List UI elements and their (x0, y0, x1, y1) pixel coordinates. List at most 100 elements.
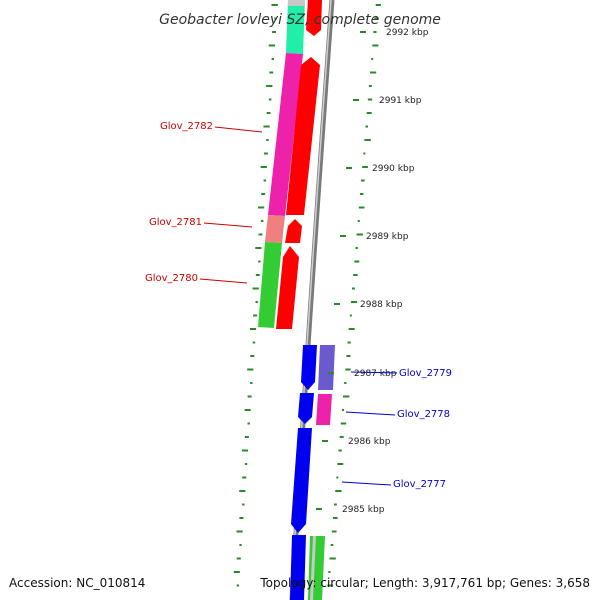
gene-leader-line-glov-2777 (341, 481, 392, 486)
gene-leader-line-glov-2782 (214, 126, 263, 133)
ruler: 2992 kbp 2991 kbp 2990 kbp 2989 kbp 2988 kbp… (316, 28, 429, 515)
gc-skew-dot (359, 193, 364, 195)
gene-arrow-glov-2779 (301, 345, 317, 390)
gc-skew-dot (247, 422, 250, 425)
cog-track-reverse (258, 0, 305, 328)
gc-skew-dot (335, 490, 342, 492)
gc-skew-dot (345, 368, 351, 371)
ruler-tick-label: 2986 kbp (348, 437, 391, 447)
gc-skew-dot (372, 44, 379, 47)
gene-label-glov-2780: Glov_2780 (145, 273, 198, 284)
gc-skew-dot (239, 490, 246, 492)
gc-skew-dot (260, 166, 267, 168)
cog-block-grey-forward (310, 536, 316, 600)
gc-skew-dot (266, 139, 269, 141)
gene-labels: Glov_2782 Glov_2781 Glov_2780 Glov_2779 Glov… (145, 121, 452, 490)
gc-skew-dot (346, 355, 351, 357)
cog-track-forward (308, 345, 335, 600)
gc-skew-dot (363, 152, 366, 155)
gc-skew-dot (272, 31, 276, 33)
gc-skew-dot (327, 584, 334, 587)
gc-skew-dot (355, 247, 358, 249)
ruler-tick-label: 2992 kbp (386, 28, 429, 38)
gc-skew-dot (332, 517, 338, 519)
gene-label-glov-2779: Glov_2779 (399, 368, 452, 379)
gc-skew-dot (236, 530, 243, 533)
gc-skew-dot (352, 287, 355, 290)
gc-skew-dot (362, 166, 368, 168)
ruler-tick (353, 99, 359, 101)
gc-skew-dot (349, 314, 352, 317)
gc-skew-dot (329, 557, 336, 560)
gc-skew-dot (330, 544, 334, 546)
gc-skew-dot (357, 220, 360, 222)
ruler-tick (360, 31, 366, 33)
gc-skew-dot (261, 193, 266, 195)
gc-skew-dot (241, 449, 249, 452)
gc-skew-dot (266, 85, 273, 87)
gene-arrow-upstream (306, 0, 322, 36)
gc-skew-dot (337, 463, 344, 465)
gc-skew-dot (354, 260, 360, 263)
gc-skew-dot (252, 287, 259, 290)
ruler-tick-label: 2987 kbp (354, 369, 397, 379)
gene-arrow-glov-2781 (285, 219, 302, 243)
gc-skew-dot (341, 409, 345, 411)
gc-skew-dot (348, 328, 355, 330)
cog-block-green (258, 242, 282, 328)
ruler-tick (340, 235, 346, 237)
gene-label-glov-2777: Glov_2777 (393, 479, 446, 490)
gene-leader-line-glov-2779 (350, 371, 398, 374)
gc-skew-dot (374, 17, 379, 20)
gc-skew-dot (344, 382, 347, 384)
cog-block-magenta-forward (316, 394, 332, 425)
gc-skew-dot (242, 476, 247, 479)
gc-skew-dot (239, 544, 242, 546)
gc-skew-dot (371, 58, 374, 60)
ruler-tick (334, 303, 340, 305)
gene-leader-line-glov-2778 (345, 411, 396, 416)
gc-skew-dot (268, 44, 276, 47)
gc-skew-dot (350, 301, 358, 303)
gc-skew-dot (338, 449, 342, 452)
gc-skew-dot (247, 368, 254, 371)
ruler-tick (346, 167, 352, 169)
gc-skew-dot (258, 206, 265, 209)
gc-skew-dot (250, 382, 253, 384)
gc-skew-dot (260, 220, 264, 222)
gc-skew-dot (347, 341, 351, 344)
gc-skew-dot (370, 71, 377, 74)
gc-skew-dot (274, 17, 277, 20)
gc-skew-dot (271, 58, 275, 60)
gene-arrow-glov-2782 (286, 57, 320, 215)
gc-skew-dot (239, 517, 244, 519)
ruler-tick-label: 2988 kbp (360, 300, 403, 310)
gc-skew-dot (336, 476, 339, 479)
gc-skew-dot (264, 152, 268, 155)
ruler-tick-label: 2991 kbp (379, 96, 422, 106)
ruler-tick-label: 2985 kbp (342, 505, 385, 515)
gc-skew-dot (358, 206, 365, 209)
ruler-tick-label: 2990 kbp (372, 164, 415, 174)
gc-skew-dot (255, 301, 258, 303)
gc-skew-dot (263, 179, 267, 182)
gc-skew-dot (247, 395, 252, 398)
gene-label-glov-2778: Glov_2778 (397, 409, 450, 420)
gene-leader-line-glov-2780 (199, 278, 248, 284)
gc-skew-dot (269, 71, 274, 74)
ruler-tick-label: 2989 kbp (366, 232, 409, 242)
gc-skew-dot (249, 328, 257, 330)
gc-skew-dot (244, 436, 249, 438)
gc-skew-dot (252, 341, 256, 344)
gc-skew-dot (258, 233, 263, 236)
gc-skew-dot (368, 85, 372, 87)
gc-skew-dot (271, 4, 278, 6)
gc-skew-dot (255, 274, 260, 276)
topology-label: Topology: circular; Length: 3,917,761 bp… (259, 576, 590, 590)
gene-label-glov-2782: Glov_2782 (160, 121, 213, 132)
gc-skew-track-right (327, 4, 381, 587)
gc-skew-dot (331, 530, 337, 533)
gene-label-glov-2781: Glov_2781 (149, 217, 202, 228)
forward-strand-track (290, 345, 317, 600)
